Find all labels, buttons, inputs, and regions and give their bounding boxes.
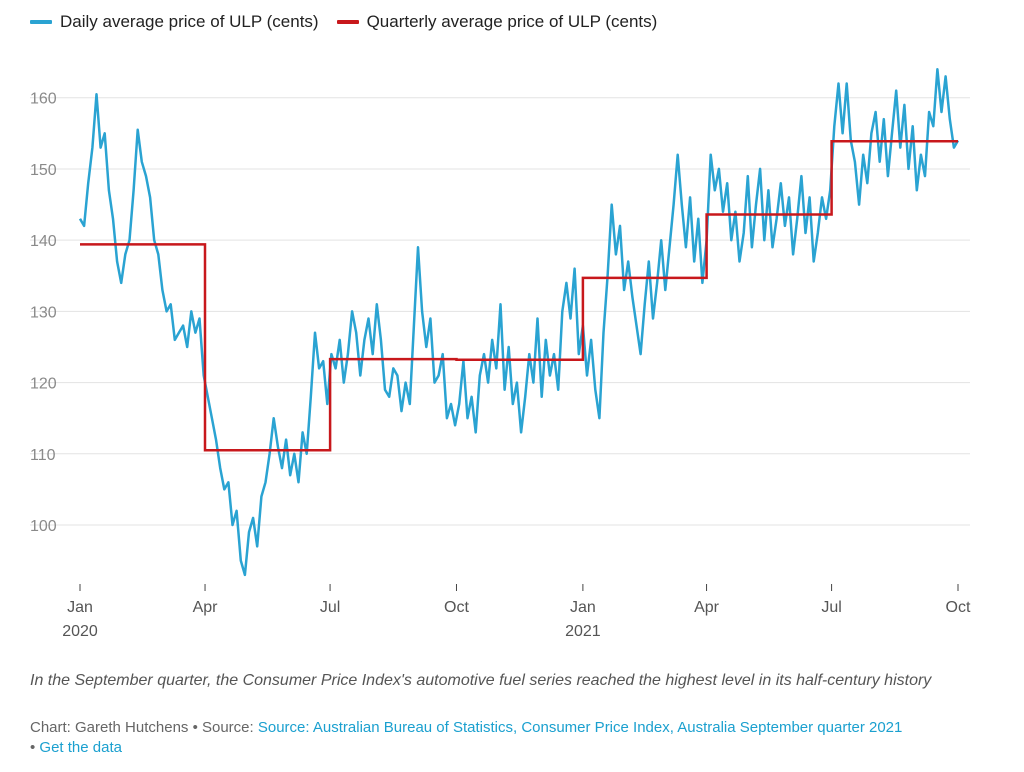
chart-caption: In the September quarter, the Consumer P…	[30, 672, 932, 689]
series-line-quarterly	[80, 139, 958, 452]
legend-label-quarterly: Quarterly average price of ULP (cents)	[366, 12, 658, 31]
source-prefix: Chart: Gareth Hutchens • Source:	[30, 719, 258, 736]
x-tick-label-4: Jan	[570, 599, 596, 616]
x-tick-label-7: Oct	[946, 599, 971, 616]
x-tick-label-3: Oct	[444, 599, 469, 616]
y-tick-label-100: 100	[30, 518, 57, 535]
x-tick-sublabel-4: 2021	[565, 623, 601, 640]
y-tick-label-130: 130	[30, 304, 57, 321]
series-line-daily	[78, 67, 960, 577]
x-tick-label-2: Jul	[320, 599, 340, 616]
y-tick-label-110: 110	[30, 447, 56, 464]
y-tick-label-160: 160	[30, 91, 57, 108]
y-axis-ticks: 100 110 120 130 140 150 160	[30, 91, 57, 535]
x-tick-label-0: Jan	[67, 599, 93, 616]
source-link[interactable]: Source: Australian Bureau of Statistics,…	[257, 719, 903, 736]
series-layer	[78, 67, 960, 577]
legend-swatch-quarterly	[336, 20, 359, 24]
x-axis: Jan 2020 Apr Jul Oct Jan 2021 Apr Jul Oct	[62, 584, 971, 640]
x-tick-label-5: Apr	[694, 599, 720, 616]
x-tick-sublabel-0: 2020	[62, 623, 98, 640]
legend-swatch-daily	[30, 20, 52, 24]
x-tick-label-6: Jul	[821, 599, 841, 616]
legend-item-quarterly: Quarterly average price of ULP (cents)	[336, 12, 658, 32]
source-separator: •	[30, 739, 40, 756]
y-tick-label-140: 140	[30, 233, 57, 250]
y-tick-label-120: 120	[30, 376, 57, 393]
chart-legend: Daily average price of ULP (cents) Quart…	[30, 12, 657, 32]
x-tick-label-1: Apr	[193, 599, 219, 616]
get-data-link[interactable]: Get the data	[39, 739, 122, 756]
y-tick-label-150: 150	[30, 162, 57, 179]
legend-label-daily: Daily average price of ULP (cents)	[60, 12, 319, 31]
chart-source: Chart: Gareth Hutchens • Source: Source:…	[30, 718, 990, 758]
legend-item-daily: Daily average price of ULP (cents)	[30, 12, 319, 32]
